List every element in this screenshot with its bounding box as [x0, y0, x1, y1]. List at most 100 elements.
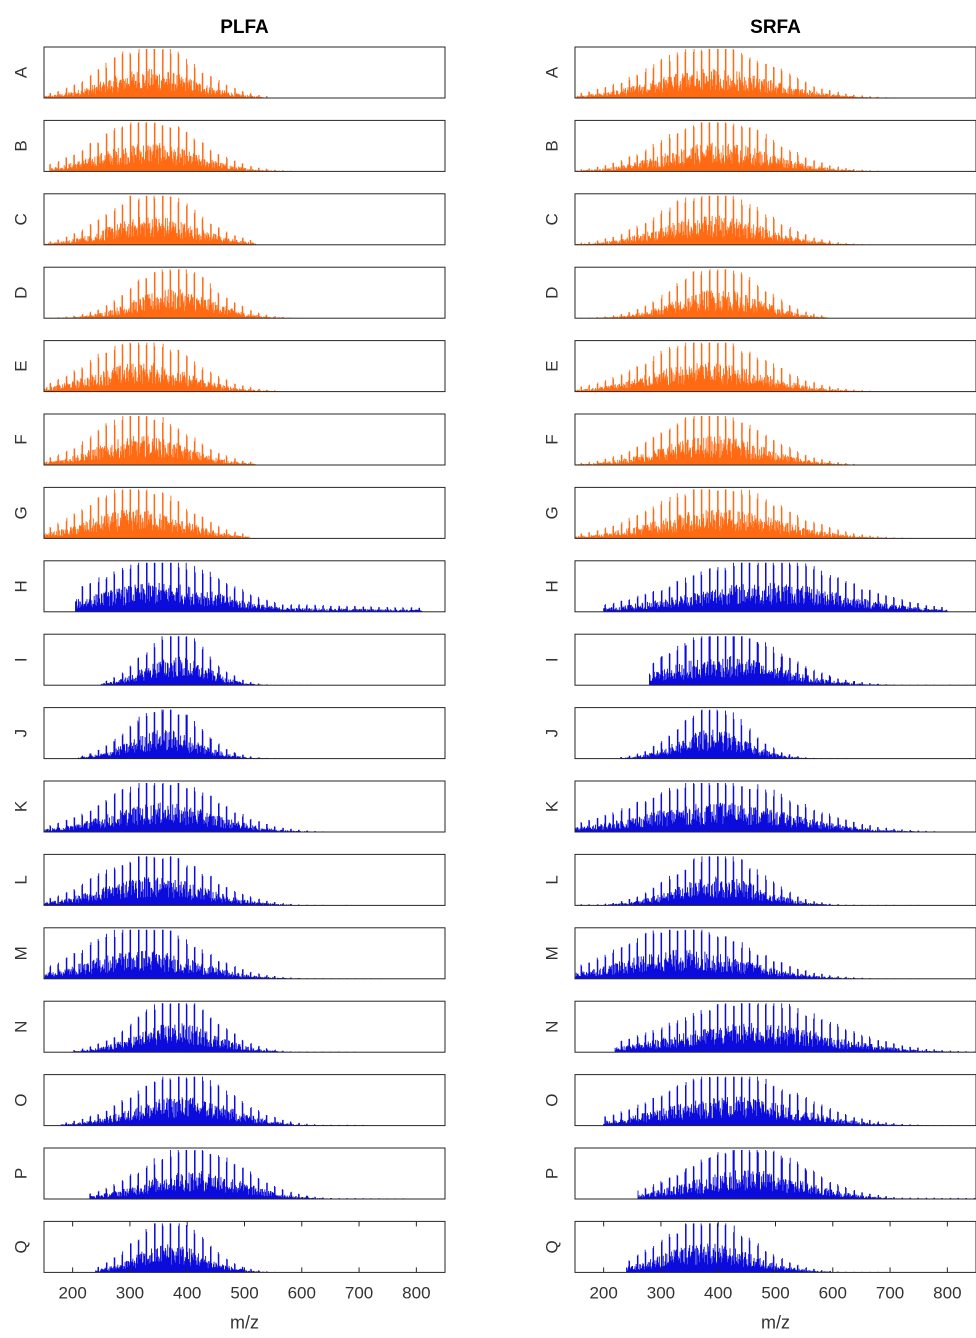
panel-srfa-j: J — [542, 707, 976, 760]
panel-frame — [574, 193, 976, 246]
panel-plfa-f: F — [11, 413, 446, 466]
spectrum-peaks — [49, 122, 300, 172]
spectrum-peaks — [43, 856, 388, 906]
panel-plfa-c: C — [11, 193, 446, 246]
panel-frame — [574, 486, 976, 539]
panel-frame — [574, 340, 976, 393]
panel-srfa-l: L — [542, 853, 976, 906]
column-title-plfa: PLFA — [220, 17, 269, 38]
row-label-l: L — [542, 875, 561, 884]
panel-frame — [574, 707, 976, 760]
row-label-c: C — [11, 213, 30, 225]
row-label-m: M — [11, 946, 30, 960]
row-label-q: Q — [542, 1240, 561, 1253]
row-label-q: Q — [11, 1240, 30, 1253]
spectrum-peaks — [43, 489, 251, 539]
row-label-g: G — [11, 506, 30, 519]
row-label-c: C — [542, 213, 561, 225]
panel-plfa-i: I — [11, 633, 446, 686]
row-label-j: J — [542, 729, 561, 738]
panel-frame — [43, 707, 446, 760]
x-tick-label: 800 — [402, 1283, 430, 1302]
row-label-b: B — [11, 140, 30, 151]
panel-frame — [43, 193, 446, 246]
panel-frame — [574, 1220, 976, 1273]
x-tick-label: 500 — [230, 1283, 258, 1302]
row-label-f: F — [542, 434, 561, 444]
panel-srfa-a: A — [542, 46, 976, 99]
row-label-g: G — [542, 506, 561, 519]
panel-srfa-i: I — [542, 633, 976, 686]
panel-frame — [43, 1074, 446, 1127]
spectrum-peaks — [43, 342, 280, 392]
spectrum-peaks — [574, 342, 879, 392]
spectrum-peaks — [603, 1076, 959, 1126]
panel-frame — [574, 633, 976, 686]
row-label-b: B — [542, 140, 561, 151]
spectrum-peaks — [637, 1150, 976, 1199]
spectrum-peaks — [43, 195, 257, 245]
panel-frame — [574, 266, 976, 319]
panel-srfa-o: O — [542, 1074, 976, 1127]
panel-frame — [43, 1147, 446, 1200]
row-label-i: I — [11, 657, 30, 662]
x-tick-label: 700 — [345, 1283, 373, 1302]
panel-frame — [43, 633, 446, 686]
panel-frame — [43, 486, 446, 539]
panel-frame — [574, 46, 976, 99]
panel-srfa-c: C — [542, 193, 976, 246]
panel-plfa-q: Q — [11, 1220, 446, 1273]
spectrum-peaks — [620, 709, 847, 759]
x-tick-label: 600 — [288, 1283, 316, 1302]
panel-frame — [574, 1000, 976, 1053]
panel-plfa-n: N — [11, 1000, 446, 1053]
row-label-o: O — [11, 1093, 30, 1106]
spectrum-peaks — [43, 929, 412, 979]
spectrum-peaks — [574, 783, 975, 832]
spectrum-peaks — [89, 1150, 405, 1199]
panel-plfa-o: O — [11, 1074, 446, 1127]
panel-frame — [43, 927, 446, 980]
spectrum-peaks — [574, 49, 903, 98]
x-tick-label: 400 — [173, 1283, 201, 1302]
panel-plfa-h: H — [11, 560, 446, 613]
panel-frame — [43, 340, 446, 393]
spectrum-peaks — [43, 416, 257, 465]
panel-srfa-q: Q — [542, 1220, 976, 1273]
panel-frame — [43, 1000, 446, 1053]
panel-plfa-e: E — [11, 340, 446, 393]
x-tick-label: 500 — [761, 1283, 789, 1302]
panel-frame — [574, 560, 976, 613]
row-label-n: N — [542, 1021, 561, 1033]
x-tick-label: 800 — [933, 1283, 961, 1302]
row-label-o: O — [542, 1093, 561, 1106]
x-tick-label: 200 — [58, 1283, 86, 1302]
row-label-k: K — [11, 800, 30, 812]
panel-frame — [43, 1220, 446, 1273]
panel-frame — [43, 560, 446, 613]
spectrum-peaks — [43, 49, 268, 98]
spectrum-peaks — [626, 1223, 976, 1273]
row-label-n: N — [11, 1021, 30, 1033]
panel-frame — [574, 927, 976, 980]
x-tick-label: 200 — [589, 1283, 617, 1302]
row-label-d: D — [542, 287, 561, 299]
panel-srfa-f: F — [542, 413, 976, 466]
row-label-e: E — [11, 360, 30, 371]
panel-frame — [574, 413, 976, 466]
spectrum-peaks — [603, 562, 948, 612]
spectrum-peaks — [614, 1003, 976, 1053]
spectrum-peaks — [77, 709, 276, 759]
panel-plfa-p: P — [11, 1147, 446, 1200]
x-tick-label: 600 — [819, 1283, 847, 1302]
x-tick-label: 300 — [647, 1283, 675, 1302]
spectrum-peaks — [60, 1076, 364, 1126]
spectrum-peaks — [574, 122, 888, 172]
panel-srfa-m: M — [542, 927, 976, 980]
spectrum-peaks — [574, 195, 888, 245]
panel-plfa-g: G — [11, 486, 446, 539]
row-label-a: A — [542, 66, 561, 78]
x-axis-label: m/z — [761, 1312, 790, 1332]
panel-frame — [43, 853, 446, 906]
